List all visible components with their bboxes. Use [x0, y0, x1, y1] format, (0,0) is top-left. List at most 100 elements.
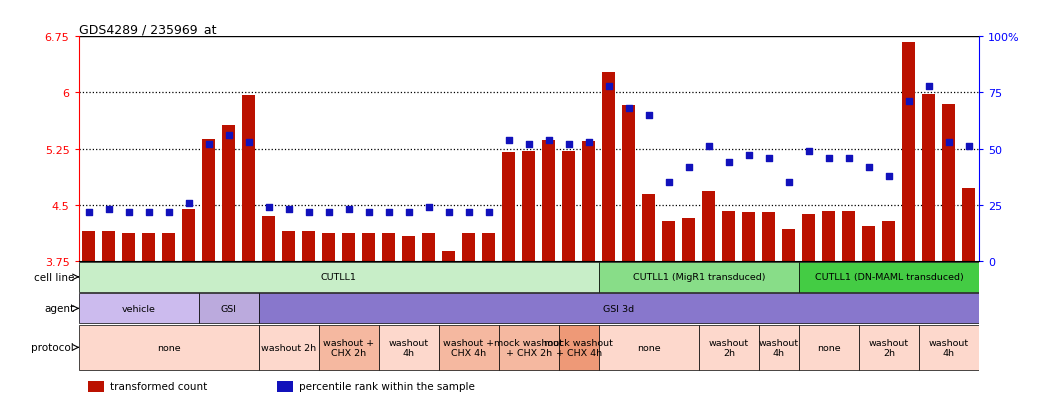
Bar: [342, 234, 355, 261]
Bar: [562, 152, 575, 261]
Bar: [859, 325, 919, 370]
Text: none: none: [157, 343, 180, 352]
Text: transformed count: transformed count: [110, 381, 207, 391]
Bar: [79, 325, 259, 370]
Point: [300, 209, 317, 216]
Text: washout
4h: washout 4h: [759, 338, 799, 357]
Point: [220, 133, 237, 139]
Text: CUTLL1: CUTLL1: [320, 273, 357, 282]
Text: none: none: [637, 343, 661, 352]
Point: [240, 139, 257, 146]
Text: GSI 3d: GSI 3d: [603, 304, 634, 313]
Text: washout +
CHX 4h: washout + CHX 4h: [443, 338, 494, 357]
Point: [540, 137, 557, 144]
Point: [160, 209, 177, 216]
Point: [841, 155, 857, 161]
Bar: [262, 217, 275, 261]
Point: [861, 164, 877, 171]
Text: none: none: [817, 343, 841, 352]
Point: [881, 173, 897, 180]
Bar: [322, 234, 335, 261]
Point: [700, 144, 717, 150]
Point: [320, 209, 337, 216]
Bar: [402, 237, 416, 261]
Bar: [559, 325, 599, 370]
Point: [200, 142, 217, 148]
Bar: [762, 213, 776, 261]
Point: [780, 180, 797, 186]
Text: washout
2h: washout 2h: [869, 338, 909, 357]
Bar: [199, 294, 259, 324]
Bar: [303, 232, 315, 261]
Point: [520, 142, 537, 148]
Bar: [379, 325, 439, 370]
Bar: [782, 229, 796, 261]
Bar: [599, 262, 799, 292]
Bar: [962, 189, 976, 261]
Text: GSI: GSI: [221, 304, 237, 313]
Point: [821, 155, 838, 161]
Bar: [919, 325, 979, 370]
Point: [681, 164, 697, 171]
Text: mock washout
+ CHX 2h: mock washout + CHX 2h: [494, 338, 563, 357]
Bar: [822, 211, 836, 261]
Point: [420, 204, 437, 211]
Text: washout
4h: washout 4h: [929, 338, 968, 357]
Point: [661, 180, 677, 186]
Bar: [259, 325, 318, 370]
Bar: [79, 262, 599, 292]
Bar: [122, 234, 135, 261]
Bar: [439, 325, 498, 370]
Point: [900, 99, 917, 106]
Bar: [503, 152, 515, 261]
Bar: [703, 192, 715, 261]
Text: protocol: protocol: [31, 342, 74, 353]
Point: [801, 148, 818, 155]
Bar: [542, 140, 555, 261]
Point: [140, 209, 157, 216]
Bar: [698, 325, 759, 370]
Bar: [82, 232, 95, 261]
Bar: [202, 140, 215, 261]
Point: [441, 209, 458, 216]
Bar: [922, 95, 935, 261]
Text: washout
4h: washout 4h: [388, 338, 428, 357]
Bar: [483, 234, 495, 261]
Point: [281, 206, 297, 213]
Bar: [318, 325, 379, 370]
Bar: [242, 95, 255, 261]
Point: [340, 206, 357, 213]
Bar: [102, 232, 115, 261]
Text: vehicle: vehicle: [121, 304, 156, 313]
Bar: [742, 213, 755, 261]
Bar: [182, 209, 195, 261]
Text: percentile rank within the sample: percentile rank within the sample: [299, 381, 475, 391]
Bar: [759, 325, 799, 370]
Point: [500, 137, 517, 144]
Point: [960, 144, 977, 150]
Bar: [799, 325, 859, 370]
Text: mock washout
+ CHX 4h: mock washout + CHX 4h: [544, 338, 614, 357]
Bar: [663, 222, 675, 261]
Bar: [799, 262, 979, 292]
Bar: [802, 214, 816, 261]
Bar: [422, 234, 436, 261]
Point: [461, 209, 477, 216]
Text: CUTLL1 (DN-MAML transduced): CUTLL1 (DN-MAML transduced): [815, 273, 963, 282]
Text: cell line: cell line: [34, 272, 74, 282]
Text: washout 2h: washout 2h: [261, 343, 316, 352]
Point: [261, 204, 277, 211]
Bar: [942, 104, 956, 261]
Text: washout +
CHX 2h: washout + CHX 2h: [324, 338, 374, 357]
Bar: [79, 294, 199, 324]
Point: [180, 200, 197, 206]
Point: [641, 112, 658, 119]
Bar: [843, 211, 855, 261]
Point: [120, 209, 137, 216]
Point: [740, 153, 757, 159]
Bar: [498, 325, 559, 370]
Point: [481, 209, 497, 216]
Text: GDS4289 / 235969_at: GDS4289 / 235969_at: [79, 23, 216, 36]
Bar: [142, 234, 155, 261]
Bar: [162, 234, 175, 261]
